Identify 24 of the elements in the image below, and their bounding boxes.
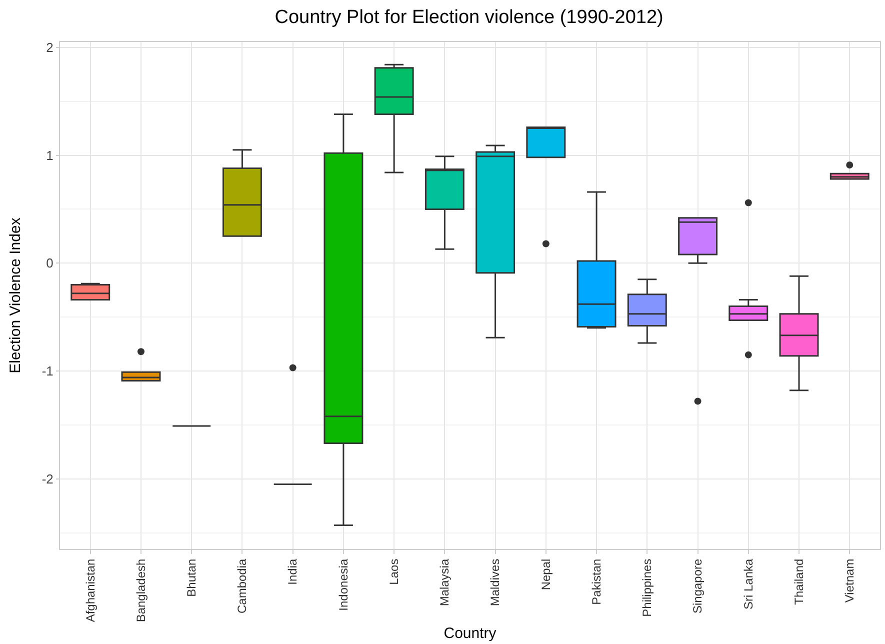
x-tick-label: Thailand bbox=[792, 558, 806, 605]
x-tick-label: Pakistan bbox=[589, 558, 604, 605]
x-tick-label: Singapore bbox=[690, 558, 705, 614]
x-tick-label: Maldives bbox=[488, 558, 502, 606]
y-tick-label: -1 bbox=[42, 364, 54, 379]
x-axis-title: Country bbox=[444, 625, 497, 642]
y-tick-label: 0 bbox=[46, 256, 54, 271]
x-tick-label: Cambodia bbox=[235, 558, 250, 614]
chart-title: Country Plot for Election violence (1990-2012) bbox=[274, 6, 664, 28]
x-tick-label: Vietnam bbox=[842, 558, 857, 603]
x-tick-label: Afghanistan bbox=[83, 558, 98, 622]
x-tick-label: Sri Lanka bbox=[741, 558, 756, 610]
x-tick-label: Bangladesh bbox=[134, 558, 148, 622]
y-tick-label: 1 bbox=[46, 148, 54, 163]
x-tick-label: Indonesia bbox=[336, 558, 350, 611]
x-tick-label: Philippines bbox=[640, 558, 654, 617]
x-tick-label: India bbox=[286, 558, 300, 585]
y-tick-label: -2 bbox=[42, 471, 54, 486]
y-tick-label: 2 bbox=[46, 40, 54, 55]
x-tick-label: Nepal bbox=[538, 558, 553, 590]
x-tick-label: Malaysia bbox=[438, 558, 452, 606]
x-tick-label: Laos bbox=[386, 558, 401, 585]
x-tick-label: Bhutan bbox=[184, 558, 198, 597]
y-axis-title: Election Violence Index bbox=[7, 217, 24, 374]
